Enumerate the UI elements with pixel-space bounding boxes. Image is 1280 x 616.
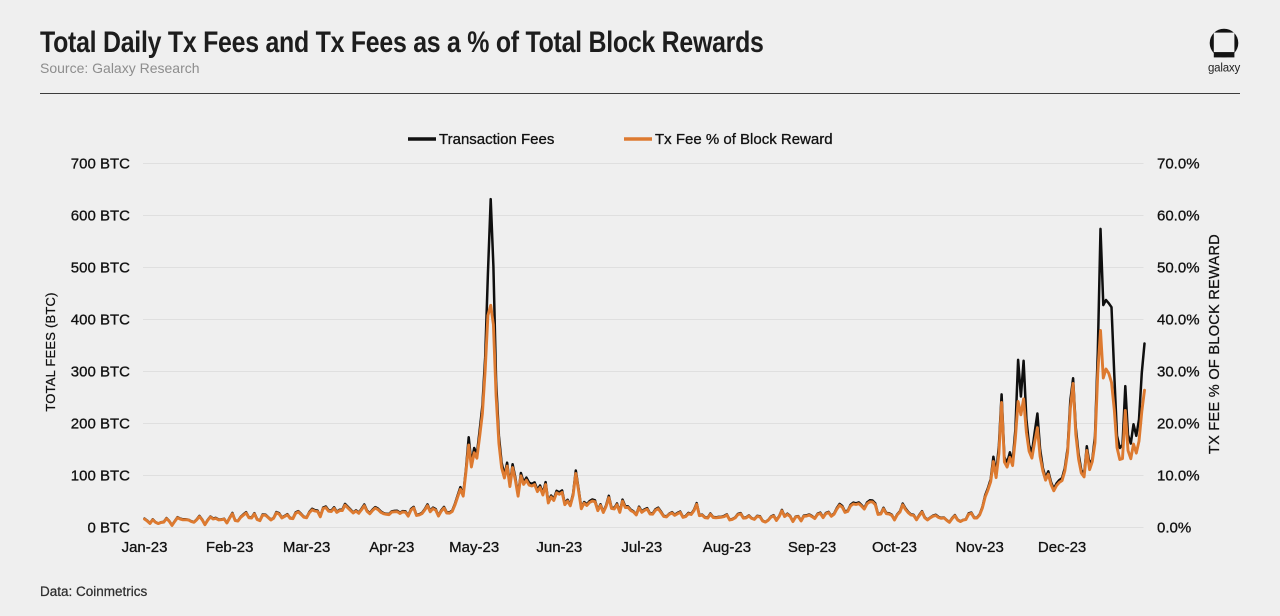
svg-text:Nov-23: Nov-23 bbox=[956, 539, 1004, 556]
svg-text:Transaction Fees: Transaction Fees bbox=[439, 131, 554, 148]
svg-text:Oct-23: Oct-23 bbox=[872, 539, 917, 556]
svg-text:60.0%: 60.0% bbox=[1157, 208, 1200, 225]
svg-text:Data: Coinmetrics: Data: Coinmetrics bbox=[40, 584, 148, 599]
svg-text:Dec-23: Dec-23 bbox=[1038, 539, 1086, 556]
svg-text:galaxy: galaxy bbox=[1208, 63, 1240, 75]
svg-text:Mar-23: Mar-23 bbox=[283, 539, 331, 556]
svg-text:0.0%: 0.0% bbox=[1157, 520, 1191, 537]
svg-text:400 BTC: 400 BTC bbox=[71, 312, 130, 329]
svg-text:TX FEE % OF BLOCK REWARD: TX FEE % OF BLOCK REWARD bbox=[1207, 234, 1223, 454]
svg-text:Jun-23: Jun-23 bbox=[536, 539, 582, 556]
svg-text:300 BTC: 300 BTC bbox=[71, 364, 130, 381]
svg-text:20.0%: 20.0% bbox=[1157, 416, 1200, 433]
svg-text:700 BTC: 700 BTC bbox=[71, 156, 130, 173]
svg-text:Total Daily Tx Fees and Tx Fee: Total Daily Tx Fees and Tx Fees as a % o… bbox=[40, 25, 764, 59]
svg-text:50.0%: 50.0% bbox=[1157, 260, 1200, 277]
svg-text:70.0%: 70.0% bbox=[1157, 156, 1200, 173]
svg-text:40.0%: 40.0% bbox=[1157, 312, 1200, 329]
svg-text:Feb-23: Feb-23 bbox=[206, 539, 254, 556]
svg-text:600 BTC: 600 BTC bbox=[71, 208, 130, 225]
svg-text:Jul-23: Jul-23 bbox=[621, 539, 662, 556]
svg-text:200 BTC: 200 BTC bbox=[71, 416, 130, 433]
svg-text:10.0%: 10.0% bbox=[1157, 468, 1200, 485]
svg-text:30.0%: 30.0% bbox=[1157, 364, 1200, 381]
svg-text:500 BTC: 500 BTC bbox=[71, 260, 130, 277]
svg-text:Source: Galaxy Research: Source: Galaxy Research bbox=[40, 60, 200, 76]
svg-text:Tx Fee % of Block Reward: Tx Fee % of Block Reward bbox=[655, 131, 833, 148]
svg-text:Jan-23: Jan-23 bbox=[122, 539, 168, 556]
svg-text:May-23: May-23 bbox=[449, 539, 499, 556]
svg-text:Aug-23: Aug-23 bbox=[703, 539, 751, 556]
svg-text:Apr-23: Apr-23 bbox=[369, 539, 414, 556]
svg-text:0 BTC: 0 BTC bbox=[87, 520, 130, 537]
svg-text:100 BTC: 100 BTC bbox=[71, 468, 130, 485]
svg-text:TOTAL FEES (BTC): TOTAL FEES (BTC) bbox=[43, 292, 58, 411]
svg-text:Sep-23: Sep-23 bbox=[788, 539, 836, 556]
